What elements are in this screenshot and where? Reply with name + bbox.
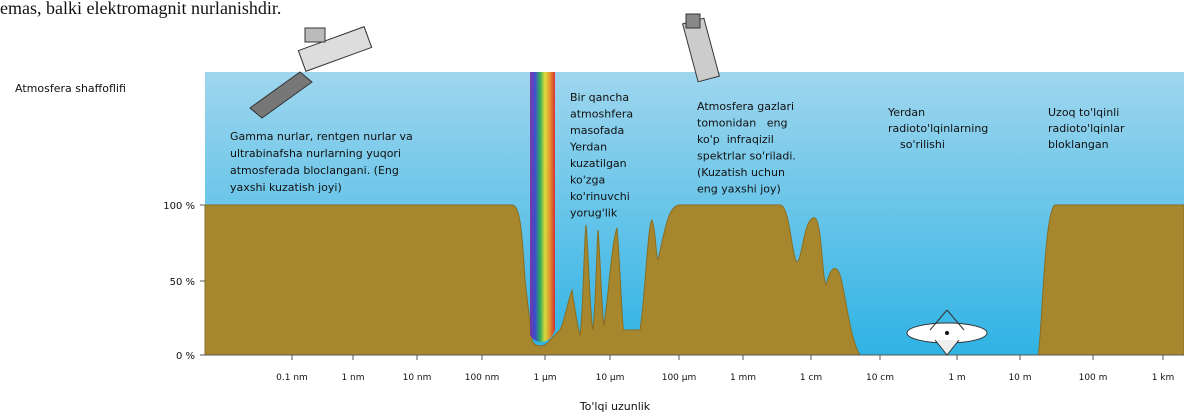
- annotation-line: Bir qancha: [570, 91, 629, 104]
- x-tick-label: 1 cm: [800, 373, 822, 383]
- top-text: emas, balki elektromagnit nurlanishdir.: [0, 0, 281, 18]
- x-tick-label: 10 m: [1008, 373, 1031, 383]
- visible-spectrum: [530, 72, 555, 342]
- annotation-line: eng yaxshi joy): [697, 183, 781, 196]
- x-tick-label: 10 nm: [403, 373, 432, 383]
- annotation-line: atmosferada bloclangani. (Eng: [230, 164, 399, 177]
- radio-dish: [906, 309, 988, 356]
- x-tick-label: 1 nm: [341, 373, 364, 383]
- annotation-line: masofada: [570, 124, 624, 137]
- annotation-line: ko'rinuvchi: [570, 190, 630, 203]
- annotation-line: atmoshfera: [570, 108, 633, 121]
- annotation-line: bloklangan: [1048, 138, 1109, 151]
- x-tick-label: 100 nm: [465, 373, 500, 383]
- annotation-line: Atmosfera gazlari: [697, 100, 794, 113]
- y-tick-label: 50 %: [170, 277, 195, 288]
- annotation-line: yorug'lik: [570, 207, 618, 220]
- x-tick-label: 1 m: [948, 373, 965, 383]
- opacity-area: [204, 204, 1184, 356]
- annotation-line: Yerdan: [569, 141, 607, 154]
- y-tick-label: 100 %: [163, 201, 195, 212]
- x-tick-label: 1 km: [1152, 373, 1175, 383]
- annotation-line: (Kuzatish uchun: [697, 166, 785, 179]
- annotation-line: ultrabinafsha nurlarning yuqori: [230, 147, 401, 160]
- annotation-line: radioto'lqinlar: [1048, 122, 1125, 135]
- x-tick-label: 1 mm: [730, 373, 756, 383]
- x-tick-label: 10 cm: [866, 373, 894, 383]
- annotation-line: so'rilishi: [900, 138, 945, 151]
- y-axis-label: Atmosfera shaffoflifi: [15, 82, 126, 95]
- x-tick-label: 100 µm: [662, 373, 697, 383]
- annotation-line: tomonidan eng: [697, 117, 787, 130]
- annotation-line: Yerdan: [887, 106, 925, 119]
- annotation-line: kuzatilgan: [570, 157, 627, 170]
- annotation-line: ko'p infraqizil: [697, 133, 774, 146]
- x-tick-label: 1 µm: [533, 373, 556, 383]
- x-axis-label: To'lqi uzunlik: [579, 400, 651, 413]
- annotation-line: Gamma nurlar, rentgen nurlar va: [230, 130, 413, 143]
- y-tick-label: 0 %: [176, 351, 195, 362]
- annotation-line: Uzoq to'lqinli: [1048, 106, 1119, 119]
- telescope: [681, 13, 721, 83]
- x-tick-label: 0.1 nm: [276, 373, 308, 383]
- satellite: [249, 26, 373, 119]
- annotation-line: spektrlar so'riladi.: [697, 150, 796, 163]
- x-tick-label: 100 m: [1079, 373, 1108, 383]
- x-tick-label: 10 µm: [596, 373, 625, 383]
- annotation-line: ko'zga: [570, 174, 605, 187]
- annotation-line: radioto'lqinlarning: [888, 122, 988, 135]
- annotation-line: yaxshi kuzatish joyi): [230, 181, 342, 194]
